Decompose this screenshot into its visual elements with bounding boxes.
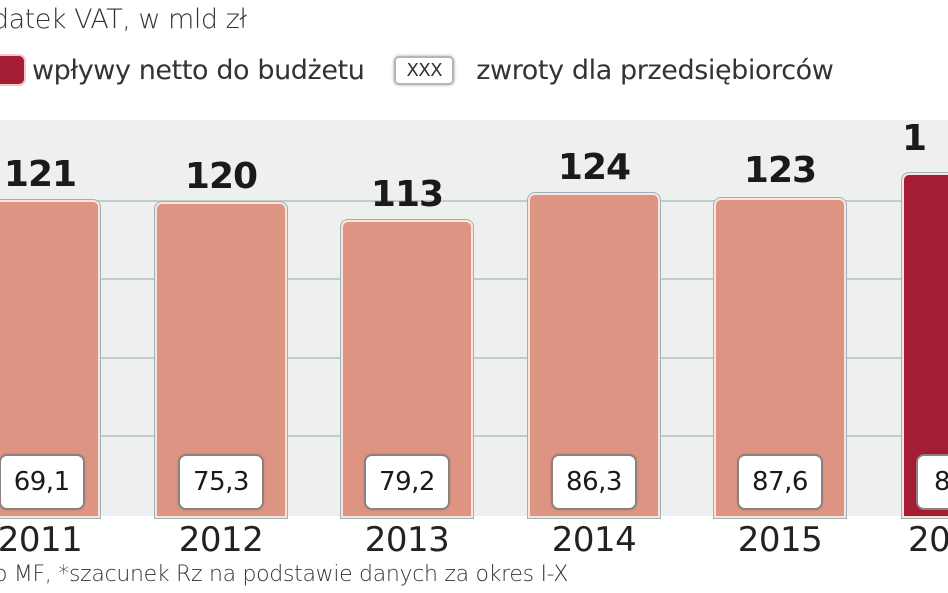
refund-value-box: 86,3 bbox=[553, 456, 635, 508]
bar-2015: 87,6 bbox=[716, 200, 844, 516]
bar-value-label: 124 bbox=[557, 147, 631, 188]
legend-label-net-revenue: wpływy netto do budżetu bbox=[32, 54, 365, 86]
gridline bbox=[0, 435, 948, 437]
plot-area: 121 69,1 120 75,3 113 79,2 124 86,3 123 … bbox=[0, 118, 948, 516]
bar-2014: 86,3 bbox=[530, 195, 658, 516]
refund-value-box: 87,6 bbox=[739, 456, 821, 508]
chart-title: datek VAT, w mld zł bbox=[0, 4, 247, 35]
gridline bbox=[0, 278, 948, 280]
legend: wpływy netto do budżetu XXX zwroty dla p… bbox=[0, 50, 834, 90]
x-tick-2011: 2011 bbox=[0, 520, 83, 560]
bar-value-label: 113 bbox=[370, 174, 444, 215]
bar-value-label: 120 bbox=[184, 156, 258, 197]
bar-value-label: 121 bbox=[3, 154, 77, 195]
legend-label-refunds: zwroty dla przedsiębiorców bbox=[476, 54, 834, 86]
refund-value-box: 8 bbox=[918, 456, 948, 508]
x-tick-2016: 20 bbox=[908, 520, 948, 560]
bar-2012: 75,3 bbox=[157, 204, 285, 516]
source-note: o MF, *szacunek Rz na podstawie danych z… bbox=[0, 562, 568, 587]
legend-swatch-net-revenue bbox=[0, 56, 24, 84]
x-tick-2012: 2012 bbox=[178, 520, 264, 560]
x-tick-2013: 2013 bbox=[364, 520, 450, 560]
x-tick-2015: 2015 bbox=[737, 520, 823, 560]
legend-swatch-refunds: XXX bbox=[394, 55, 455, 85]
refund-value-box: 79,2 bbox=[366, 456, 448, 508]
x-tick-2014: 2014 bbox=[551, 520, 637, 560]
bar-2013: 79,2 bbox=[343, 222, 471, 516]
gridline bbox=[0, 357, 948, 359]
bar-value-label: 123 bbox=[743, 150, 817, 191]
bar-value-label: 1 bbox=[902, 118, 927, 159]
bar-2011: 69,1 bbox=[0, 202, 98, 516]
gridline bbox=[0, 200, 948, 202]
refund-value-box: 75,3 bbox=[180, 456, 262, 508]
bar-2016: 8 bbox=[904, 175, 948, 516]
refund-value-box: 69,1 bbox=[0, 456, 83, 508]
